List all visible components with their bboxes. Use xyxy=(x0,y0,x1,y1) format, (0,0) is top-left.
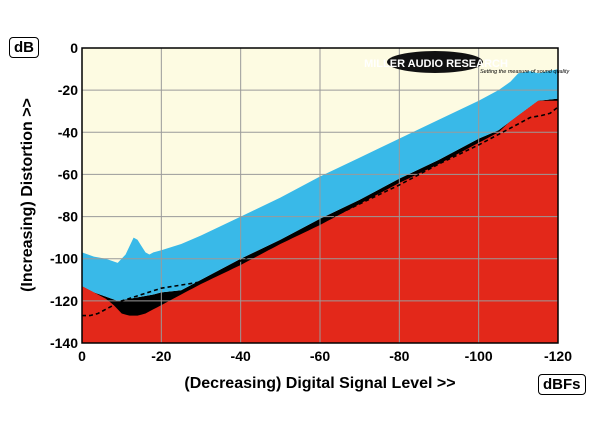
y-tick-label: -20 xyxy=(58,82,78,98)
x-tick-label: -120 xyxy=(544,348,572,364)
logo-badge xyxy=(387,51,483,73)
x-unit-label: dBFs xyxy=(538,374,586,395)
bottom-band-area xyxy=(82,100,558,343)
y-axis-title: (Increasing) Distortion >> xyxy=(19,98,36,292)
x-axis: 0 -20 -40 -60 -80 -100 -120 xyxy=(78,348,572,364)
y-tick-label: -100 xyxy=(50,251,78,267)
y-axis: 0 -20 -40 -60 -80 -100 -120 -140 xyxy=(50,40,78,351)
x-tick-label: 0 xyxy=(78,348,86,364)
y-tick-label: -40 xyxy=(58,124,78,140)
x-tick-label: -40 xyxy=(231,348,251,364)
x-tick-label: -80 xyxy=(389,348,409,364)
logo-tagline: Setting the measure of sound quality xyxy=(480,69,571,75)
y-tick-label: -80 xyxy=(58,209,78,225)
logo: MILLER AUDIO RESEARCH Setting the measur… xyxy=(364,51,571,75)
x-tick-label: -60 xyxy=(310,348,330,364)
dashed-series-line xyxy=(82,106,559,317)
x-tick-label: -20 xyxy=(151,348,171,364)
x-axis-title: (Decreasing) Digital Signal Level >> xyxy=(184,375,455,392)
plot-frame xyxy=(81,47,559,344)
logo-text: MILLER AUDIO RESEARCH xyxy=(364,58,508,70)
y-tick-label: -120 xyxy=(50,293,78,309)
y-tick-label: -140 xyxy=(50,335,78,351)
y-unit-label: dB xyxy=(9,37,39,58)
x-tick-label: -100 xyxy=(465,348,493,364)
plot-area xyxy=(81,47,559,344)
y-tick-label: -60 xyxy=(58,166,78,182)
y-tick-label: 0 xyxy=(70,40,78,56)
